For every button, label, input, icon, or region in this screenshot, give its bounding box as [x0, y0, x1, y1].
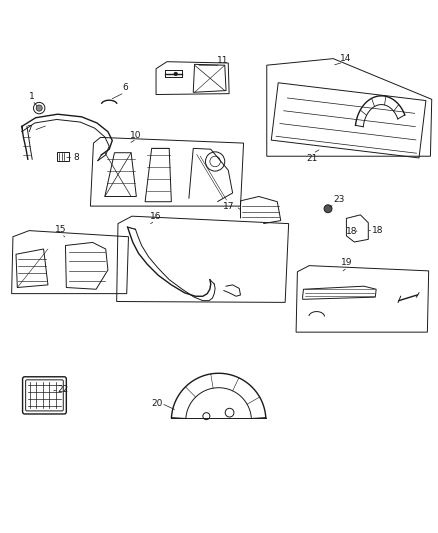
Text: 22: 22: [57, 385, 69, 394]
Text: 21: 21: [306, 154, 317, 163]
Text: 18: 18: [345, 227, 357, 236]
Text: 20: 20: [151, 399, 162, 408]
Text: 7: 7: [26, 125, 32, 134]
Circle shape: [36, 105, 42, 111]
Circle shape: [173, 72, 177, 76]
Text: 18: 18: [371, 226, 382, 235]
Text: 1: 1: [29, 92, 35, 101]
Text: 6: 6: [122, 83, 128, 92]
Text: 16: 16: [150, 212, 162, 221]
Text: 23: 23: [332, 196, 344, 204]
Text: 17: 17: [223, 201, 234, 211]
Text: 10: 10: [130, 131, 141, 140]
Text: 15: 15: [55, 225, 67, 233]
Circle shape: [323, 205, 331, 213]
Text: 19: 19: [340, 259, 351, 268]
Text: 14: 14: [339, 54, 350, 62]
Text: 11: 11: [217, 56, 228, 65]
Text: 8: 8: [73, 154, 78, 163]
